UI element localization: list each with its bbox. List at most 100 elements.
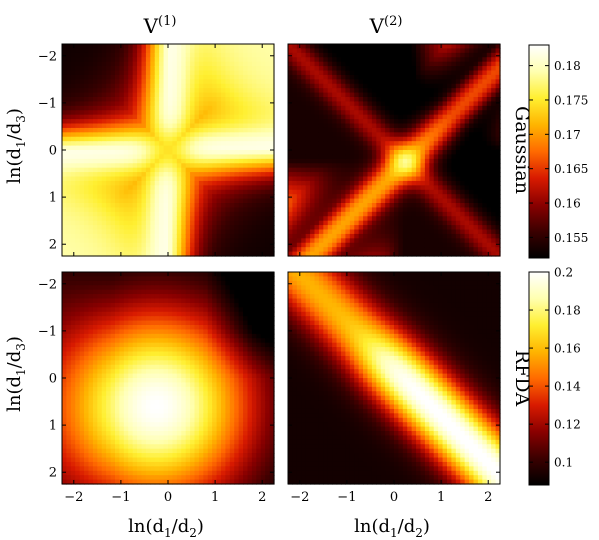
heatmap-cell bbox=[398, 57, 404, 63]
heatmap-cell bbox=[92, 110, 98, 116]
heatmap-cell bbox=[451, 48, 457, 54]
heatmap-cell bbox=[190, 83, 196, 89]
heatmap-cell bbox=[305, 101, 311, 107]
heatmap-cell bbox=[433, 198, 439, 204]
heatmap-cell bbox=[106, 238, 112, 244]
heatmap-cell bbox=[251, 176, 257, 182]
heatmap-cell bbox=[79, 66, 85, 72]
heatmap-cell bbox=[216, 163, 222, 169]
heatmap-cell bbox=[185, 119, 191, 125]
heatmap-cell bbox=[88, 238, 94, 244]
heatmap-cell bbox=[163, 101, 169, 107]
heatmap-cell bbox=[247, 57, 253, 63]
heatmap-cell bbox=[310, 119, 316, 125]
heatmap-cell bbox=[296, 229, 302, 235]
heatmap-cell bbox=[88, 329, 94, 335]
heatmap-cell bbox=[345, 101, 351, 107]
heatmap-cell bbox=[354, 167, 360, 173]
heatmap-cell bbox=[460, 229, 466, 235]
heatmap-cell bbox=[288, 198, 294, 204]
heatmap-cell bbox=[172, 207, 178, 213]
heatmap-cell bbox=[238, 251, 244, 257]
heatmap-cell bbox=[229, 141, 235, 147]
heatmap-cell bbox=[420, 114, 426, 120]
heatmap-cell bbox=[198, 70, 204, 76]
heatmap-cell bbox=[354, 52, 360, 58]
heatmap-cell bbox=[380, 132, 386, 138]
heatmap-cell bbox=[402, 66, 408, 72]
heatmap-cell bbox=[194, 225, 200, 231]
heatmap-cell bbox=[243, 61, 249, 67]
heatmap-cell bbox=[424, 189, 430, 195]
heatmap-cell bbox=[92, 136, 98, 142]
heatmap-cell bbox=[62, 294, 68, 300]
heatmap-cell bbox=[416, 198, 422, 204]
heatmap-cell bbox=[62, 114, 68, 120]
heatmap-cell bbox=[123, 52, 129, 58]
heatmap-cell bbox=[358, 225, 364, 231]
heatmap-cell bbox=[394, 79, 400, 85]
heatmap-cell bbox=[75, 198, 81, 204]
heatmap-cell bbox=[380, 74, 386, 80]
heatmap-cell bbox=[97, 110, 103, 116]
heatmap-cell bbox=[238, 66, 244, 72]
heatmap-cell bbox=[163, 154, 169, 160]
heatmap-cell bbox=[332, 123, 338, 129]
heatmap-cell bbox=[495, 88, 501, 94]
heatmap-cell bbox=[411, 238, 417, 244]
heatmap-cell bbox=[407, 92, 413, 98]
heatmap-cell bbox=[66, 320, 72, 326]
heatmap-cell bbox=[62, 79, 68, 85]
heatmap-cell bbox=[88, 298, 94, 304]
heatmap-cell bbox=[141, 70, 147, 76]
heatmap-cell bbox=[305, 163, 311, 169]
heatmap-cell bbox=[314, 185, 320, 191]
heatmap-cell bbox=[380, 79, 386, 85]
heatmap-cell bbox=[137, 251, 143, 257]
heatmap-cell bbox=[447, 154, 453, 160]
heatmap-cell bbox=[84, 110, 90, 116]
heatmap-cell bbox=[296, 220, 302, 226]
heatmap-cell bbox=[207, 203, 213, 209]
heatmap-cell bbox=[455, 172, 461, 178]
heatmap-cell bbox=[128, 172, 134, 178]
heatmap-cell bbox=[190, 172, 196, 178]
heatmap-cell bbox=[455, 70, 461, 76]
heatmap-cell bbox=[168, 185, 174, 191]
heatmap-cell bbox=[229, 238, 235, 244]
heatmap-cell bbox=[97, 233, 103, 239]
heatmap-cell bbox=[477, 105, 483, 111]
heatmap-cell bbox=[225, 70, 231, 76]
heatmap-cell bbox=[141, 229, 147, 235]
heatmap-cell bbox=[318, 83, 324, 89]
heatmap-cell bbox=[92, 180, 98, 186]
heatmap-cell bbox=[141, 233, 147, 239]
heatmap-cell bbox=[416, 61, 422, 67]
heatmap-cell bbox=[305, 154, 311, 160]
heatmap-cell bbox=[256, 70, 262, 76]
heatmap-cell bbox=[229, 132, 235, 138]
heatmap-cell bbox=[385, 220, 391, 226]
heatmap-cell bbox=[455, 97, 461, 103]
heatmap-cell bbox=[75, 220, 81, 226]
heatmap-cell bbox=[447, 145, 453, 151]
heatmap-cell bbox=[92, 194, 98, 200]
heatmap-cell bbox=[460, 114, 466, 120]
heatmap-cell bbox=[301, 172, 307, 178]
heatmap-cell bbox=[203, 141, 209, 147]
heatmap-cell bbox=[495, 207, 501, 213]
heatmap-cell bbox=[464, 114, 470, 120]
heatmap-cell bbox=[251, 57, 257, 63]
heatmap-cell bbox=[181, 44, 187, 50]
heatmap-cell bbox=[380, 141, 386, 147]
heatmap-cell bbox=[106, 203, 112, 209]
heatmap-cell bbox=[310, 70, 316, 76]
heatmap-cell bbox=[181, 61, 187, 67]
heatmap-cell bbox=[310, 114, 316, 120]
heatmap-cell bbox=[442, 92, 448, 98]
heatmap-cell bbox=[119, 88, 125, 94]
heatmap-cell bbox=[424, 176, 430, 182]
heatmap-cell bbox=[323, 57, 329, 63]
heatmap-cell bbox=[238, 123, 244, 129]
heatmap-cell bbox=[238, 185, 244, 191]
